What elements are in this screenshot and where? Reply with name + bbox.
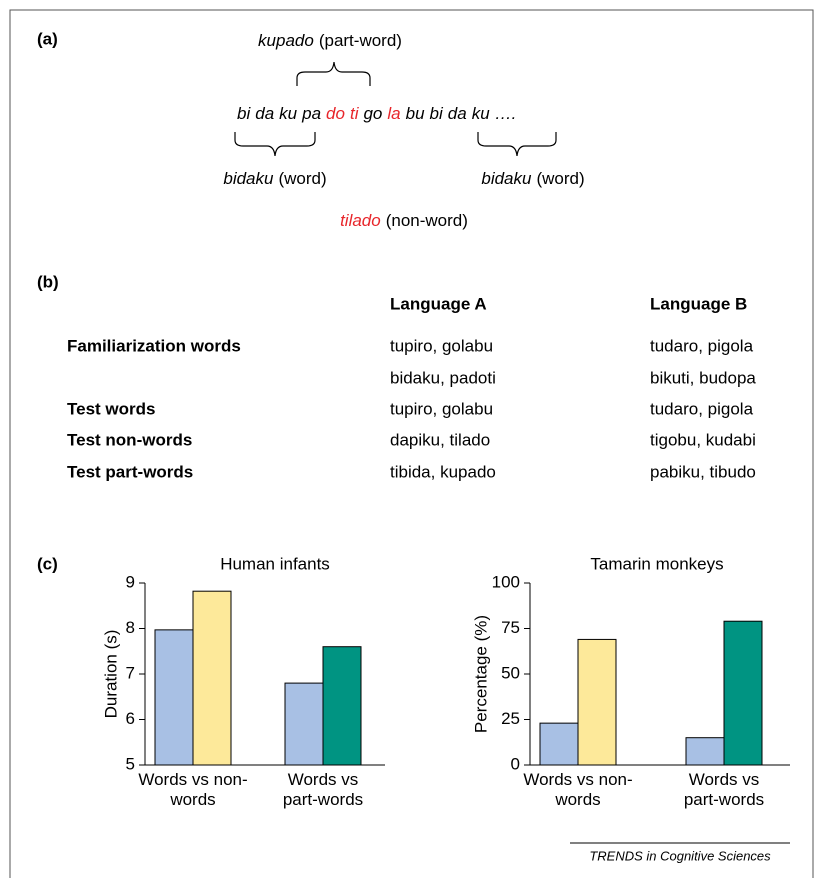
brace (296, 61, 371, 86)
cell: tudaro, pigola (650, 399, 754, 418)
footer: TRENDS in Cognitive Sciences (589, 848, 771, 863)
cell: tigobu, kudabi (650, 430, 756, 449)
bar (539, 722, 579, 766)
frame (9, 9, 814, 878)
annotation-gloss: (non-word) (386, 211, 468, 230)
chart-title: Human infants (220, 554, 330, 573)
y-axis-label: Percentage (%) (471, 615, 490, 733)
y-tick-label: 50 (501, 663, 520, 682)
bar (322, 646, 362, 766)
cell: tibida, kupado (390, 462, 496, 481)
row-label: Test part-words (67, 462, 193, 481)
bar (192, 590, 232, 766)
y-tick-label: 100 (492, 572, 520, 591)
syllable: da (448, 104, 467, 123)
chart-title: Tamarin monkeys (590, 554, 723, 573)
y-axis-label: Duration (s) (101, 630, 120, 719)
annotation: tilado (non-word) (340, 211, 468, 230)
annotation-word: tilado (340, 211, 381, 230)
bar (154, 629, 194, 766)
x-tick-label: Words vs non-words (523, 770, 633, 809)
syllable: bi (430, 104, 444, 123)
syllable: bi (237, 104, 251, 123)
annotation: kupado (part-word) (258, 31, 402, 50)
brace (234, 132, 316, 157)
syllable: do (326, 104, 345, 123)
annotation-word: bidaku (481, 169, 532, 188)
x-tick-label: Words vs part-words (282, 770, 364, 809)
syllable: bu (406, 104, 425, 123)
syllable: da (255, 104, 274, 123)
y-tick-label: 8 (126, 618, 135, 637)
bar (577, 638, 617, 766)
syllable: go (363, 104, 382, 123)
cell: tudaro, pigola (650, 336, 754, 355)
row-label: Test words (67, 399, 155, 418)
syllable: ku (472, 104, 491, 123)
syllable: …. (495, 104, 517, 123)
bar (685, 737, 725, 766)
column-header: Language B (650, 294, 747, 313)
cell: tupiro, golabu (390, 399, 493, 418)
syllable: la (387, 104, 400, 123)
brace (477, 132, 557, 157)
y-tick-label: 9 (126, 572, 135, 591)
annotation-gloss: (part-word) (319, 31, 402, 50)
row-label: Test non-words (67, 430, 192, 449)
syllable: pa (301, 104, 321, 123)
panel-label: (a) (37, 29, 58, 48)
syllable: ku (279, 104, 298, 123)
syllable-stream: bi da ku pa do ti go la bu bi da ku…. (237, 104, 516, 123)
annotation-word: bidaku (223, 169, 274, 188)
y-tick-label: 0 (511, 754, 520, 773)
x-tick-label: Words vs part-words (683, 770, 765, 809)
cell: bikuti, budopa (650, 368, 756, 387)
y-tick-label: 75 (501, 618, 520, 637)
panel-label: (b) (37, 272, 59, 291)
y-tick-label: 7 (126, 663, 135, 682)
cell: dapiku, tilado (390, 430, 490, 449)
cell: tupiro, golabu (390, 336, 493, 355)
panel-label: (c) (37, 554, 58, 573)
cell: bidaku, padoti (390, 368, 496, 387)
annotation-word: kupado (258, 31, 314, 50)
bar (723, 620, 763, 766)
y-tick-label: 5 (126, 754, 135, 773)
row-label: Familiarization words (67, 336, 241, 355)
annotation: bidaku (word) (481, 169, 584, 188)
syllable: ti (350, 104, 360, 123)
y-tick-label: 25 (501, 709, 520, 728)
y-tick-label: 6 (126, 709, 135, 728)
column-header: Language A (390, 294, 487, 313)
cell: pabiku, tibudo (650, 462, 756, 481)
x-tick-label: Words vs non-words (138, 770, 248, 809)
annotation: bidaku (word) (223, 169, 326, 188)
annotation-gloss: (word) (278, 169, 326, 188)
bar (284, 682, 324, 766)
annotation-gloss: (word) (536, 169, 584, 188)
